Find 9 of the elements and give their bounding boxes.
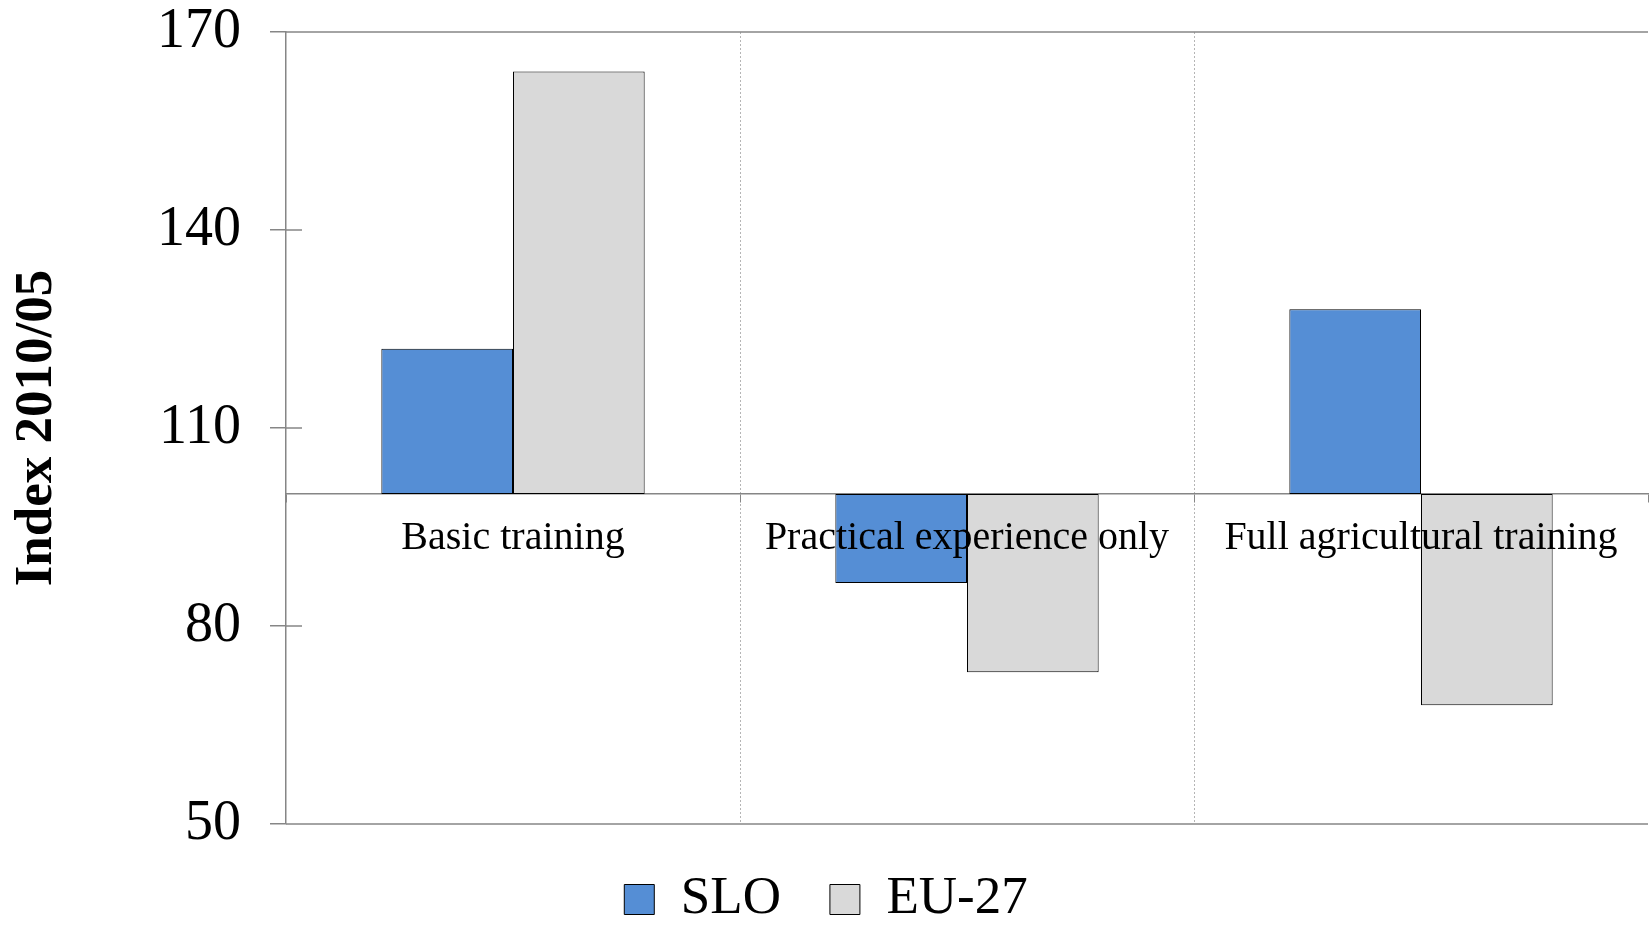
y-axis-title: Index 2010/05	[4, 269, 63, 587]
y-tick-label: 170	[157, 0, 241, 59]
y-tick-label: 50	[185, 788, 241, 851]
y-tick-label: 110	[159, 392, 241, 455]
legend-label: SLO	[680, 866, 781, 925]
x-tick-label: Basic training	[401, 512, 625, 558]
y-tick-label: 80	[185, 590, 241, 653]
y-tick-label: 140	[157, 194, 241, 257]
legend-label: EU-27	[886, 866, 1028, 925]
